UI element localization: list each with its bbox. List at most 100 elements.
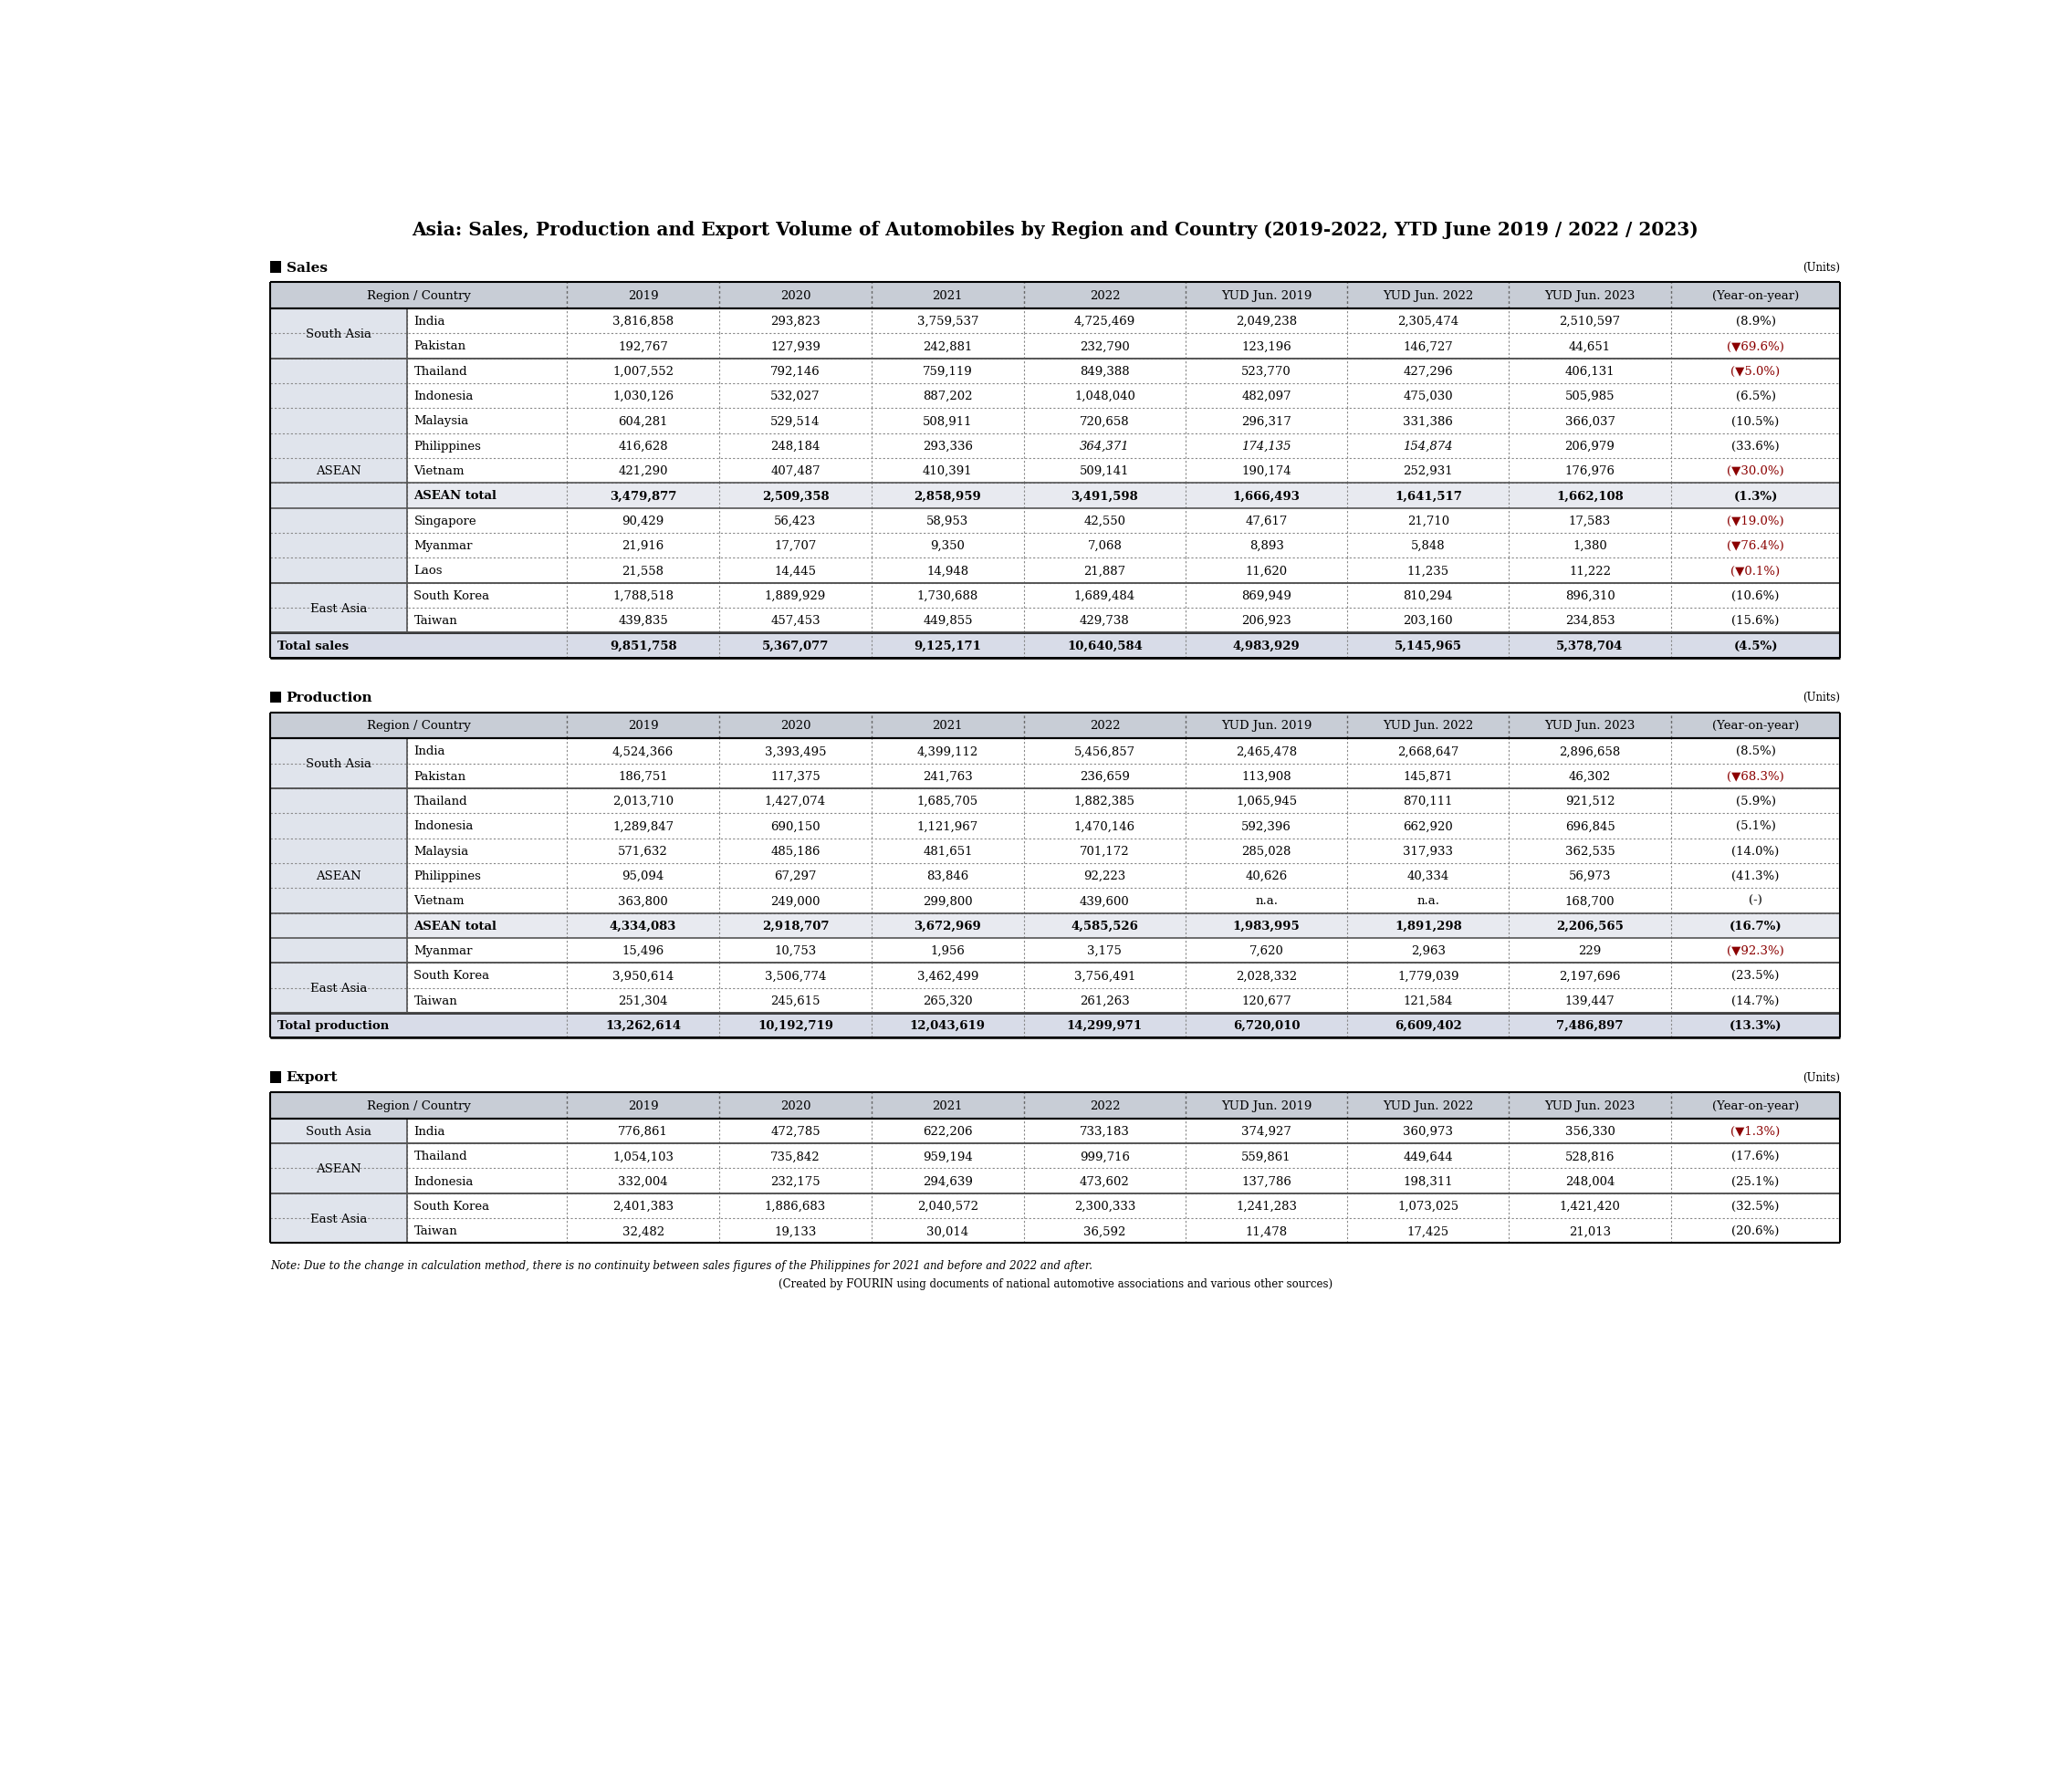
Text: Thailand: Thailand (414, 366, 467, 378)
Text: 17,425: 17,425 (1406, 1226, 1450, 1236)
Text: (32.5%): (32.5%) (1732, 1201, 1779, 1211)
Text: 472,785: 472,785 (770, 1125, 819, 1138)
Text: 2022: 2022 (1089, 290, 1120, 303)
Text: Vietnam: Vietnam (414, 894, 465, 907)
Text: 127,939: 127,939 (770, 340, 819, 353)
Text: n.a.: n.a. (1417, 894, 1439, 907)
Text: South Korea: South Korea (414, 969, 490, 982)
Text: 1,241,283: 1,241,283 (1235, 1201, 1297, 1211)
Bar (270, 1193, 1841, 1219)
Bar (270, 1143, 1841, 1168)
Bar (270, 459, 1841, 484)
Text: 251,304: 251,304 (618, 995, 667, 1007)
Text: 1,470,146: 1,470,146 (1075, 821, 1135, 831)
Text: 56,973: 56,973 (1569, 871, 1610, 882)
Text: 439,600: 439,600 (1079, 894, 1130, 907)
Text: 261,263: 261,263 (1079, 995, 1130, 1007)
Bar (270, 889, 1841, 914)
Text: Malaysia: Malaysia (414, 846, 469, 857)
Bar (270, 1072, 282, 1082)
Text: 1,891,298: 1,891,298 (1394, 919, 1462, 932)
Text: 2,300,333: 2,300,333 (1075, 1201, 1135, 1211)
Text: 1,380: 1,380 (1573, 539, 1608, 552)
Text: 2,206,565: 2,206,565 (1557, 919, 1625, 932)
Text: 17,583: 17,583 (1569, 514, 1610, 527)
Text: 421,290: 421,290 (618, 466, 667, 477)
Text: 2019: 2019 (628, 290, 659, 303)
Text: 19,133: 19,133 (774, 1226, 817, 1236)
Text: (Year-on-year): (Year-on-year) (1713, 720, 1800, 731)
Bar (270, 534, 1841, 559)
Text: (Units): (Units) (1804, 262, 1841, 274)
Bar (270, 1012, 1841, 1038)
Bar (270, 509, 1841, 534)
Text: 2022: 2022 (1089, 720, 1120, 731)
Text: 887,202: 887,202 (922, 391, 972, 403)
Bar (270, 738, 1841, 763)
Bar (270, 1143, 408, 1193)
Text: 2,028,332: 2,028,332 (1235, 969, 1297, 982)
Text: 1,662,108: 1,662,108 (1557, 491, 1625, 502)
Text: (1.3%): (1.3%) (1734, 491, 1777, 502)
Text: 1,054,103: 1,054,103 (612, 1150, 673, 1161)
Text: 364,371: 364,371 (1079, 441, 1130, 452)
Text: South Asia: South Asia (305, 328, 371, 340)
Text: 13,262,614: 13,262,614 (605, 1020, 682, 1032)
Text: 1,882,385: 1,882,385 (1075, 796, 1135, 806)
Bar (270, 310, 408, 358)
Bar (270, 914, 1841, 939)
Text: 6,720,010: 6,720,010 (1233, 1020, 1299, 1032)
Text: 92,223: 92,223 (1083, 871, 1126, 882)
Text: Indonesia: Indonesia (414, 821, 474, 831)
Text: 5,145,965: 5,145,965 (1394, 640, 1462, 652)
Text: (10.5%): (10.5%) (1732, 416, 1779, 426)
Bar (270, 788, 408, 964)
Text: (Year-on-year): (Year-on-year) (1713, 1100, 1800, 1111)
Text: (17.6%): (17.6%) (1732, 1150, 1779, 1161)
Text: YUD Jun. 2023: YUD Jun. 2023 (1544, 720, 1635, 731)
Text: 999,716: 999,716 (1079, 1150, 1130, 1161)
Text: 3,506,774: 3,506,774 (764, 969, 826, 982)
Text: 21,558: 21,558 (622, 564, 665, 577)
Bar (270, 713, 1841, 738)
Text: (4.5%): (4.5%) (1734, 640, 1777, 652)
Text: 1,886,683: 1,886,683 (764, 1201, 826, 1211)
Text: Region / Country: Region / Country (367, 720, 469, 731)
Text: 17,707: 17,707 (774, 539, 817, 552)
Text: YUD Jun. 2023: YUD Jun. 2023 (1544, 290, 1635, 303)
Text: (▼69.6%): (▼69.6%) (1728, 340, 1785, 353)
Text: 296,317: 296,317 (1242, 416, 1291, 426)
Text: 366,037: 366,037 (1565, 416, 1614, 426)
Text: 528,816: 528,816 (1565, 1150, 1614, 1161)
Text: Laos: Laos (414, 564, 443, 577)
Text: 1,788,518: 1,788,518 (612, 590, 673, 602)
Text: 32,482: 32,482 (622, 1226, 665, 1236)
Bar (270, 484, 1841, 509)
Text: Note: Due to the change in calculation method, there is no continuity between sa: Note: Due to the change in calculation m… (270, 1260, 1093, 1272)
Text: 509,141: 509,141 (1079, 466, 1130, 477)
Text: 1,121,967: 1,121,967 (916, 821, 978, 831)
Text: Export: Export (286, 1072, 338, 1084)
Text: 21,887: 21,887 (1083, 564, 1126, 577)
Text: 40,626: 40,626 (1246, 871, 1287, 882)
Text: 1,779,039: 1,779,039 (1398, 969, 1460, 982)
Bar (270, 964, 1841, 987)
Text: 5,367,077: 5,367,077 (762, 640, 830, 652)
Text: 701,172: 701,172 (1079, 846, 1130, 857)
Text: 508,911: 508,911 (922, 416, 972, 426)
Text: Myanmar: Myanmar (414, 944, 474, 957)
Text: Vietnam: Vietnam (414, 466, 465, 477)
Text: 3,672,969: 3,672,969 (914, 919, 982, 932)
Text: 4,399,112: 4,399,112 (916, 745, 978, 758)
Text: 145,871: 145,871 (1404, 771, 1454, 783)
Text: 331,386: 331,386 (1402, 416, 1454, 426)
Text: 2,963: 2,963 (1410, 944, 1445, 957)
Text: 265,320: 265,320 (922, 995, 972, 1007)
Text: 5,456,857: 5,456,857 (1075, 745, 1135, 758)
Text: (5.9%): (5.9%) (1736, 796, 1775, 806)
Text: (Units): (Units) (1804, 692, 1841, 704)
Text: 6,609,402: 6,609,402 (1394, 1020, 1462, 1032)
Text: 622,206: 622,206 (922, 1125, 972, 1138)
Bar (270, 1093, 1841, 1118)
Text: (▼76.4%): (▼76.4%) (1728, 539, 1785, 552)
